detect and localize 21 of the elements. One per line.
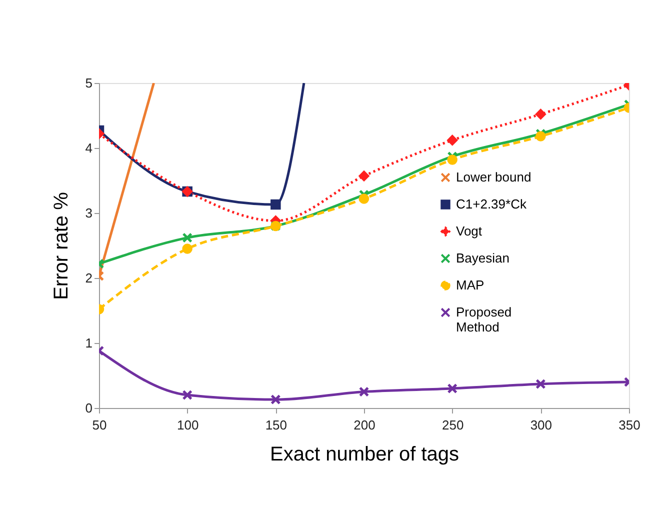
x-tick-label: 150: [265, 418, 288, 432]
y-tick-label: 4: [85, 140, 92, 156]
x-tick-label: 200: [354, 418, 376, 432]
legend-label: Vogt: [456, 224, 482, 238]
legend-label: C1+2.39*Ck: [456, 196, 527, 212]
y-tick-label: 0: [85, 400, 92, 416]
y-tick-label: 5: [85, 76, 92, 90]
legend-label: MAP: [456, 278, 484, 292]
legend-label: Lower bound: [456, 170, 532, 184]
x-tick-label: 250: [442, 418, 464, 432]
y-axis-title: Error rate %: [50, 192, 72, 300]
legend-label: Bayesian: [456, 250, 510, 266]
y-tick-label: 3: [85, 206, 92, 220]
y-tick-label: 1: [85, 336, 92, 350]
x-tick-label: 350: [618, 418, 640, 432]
x-tick-label: 100: [176, 418, 199, 432]
y-tick-label: 2: [85, 270, 92, 286]
x-tick-label: 50: [92, 418, 107, 432]
x-axis-title: Exact number of tags: [270, 444, 459, 466]
legend-label: Proposed Method: [456, 304, 512, 334]
x-tick-label: 300: [530, 418, 552, 432]
